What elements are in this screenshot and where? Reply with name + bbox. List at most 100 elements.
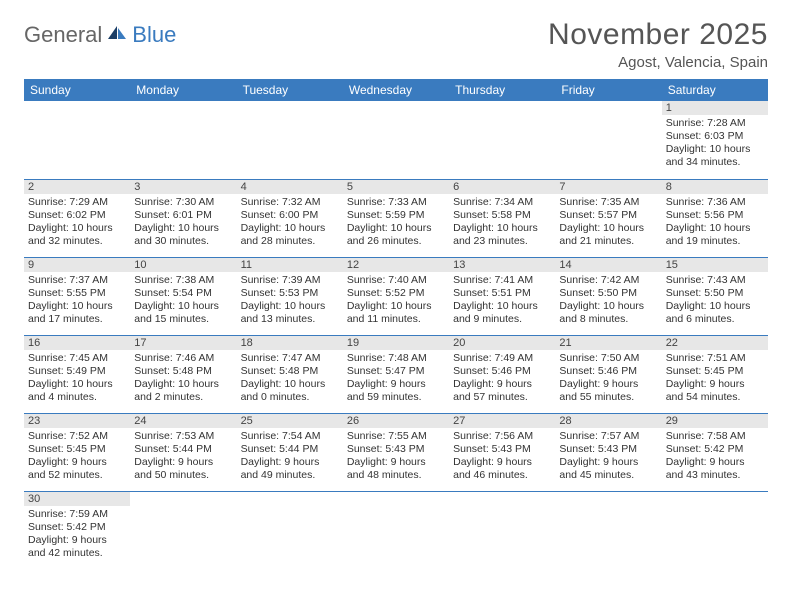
day-details: Sunrise: 7:56 AMSunset: 5:43 PMDaylight:… bbox=[449, 428, 555, 487]
day-details: Sunrise: 7:41 AMSunset: 5:51 PMDaylight:… bbox=[449, 272, 555, 331]
day-details: Sunrise: 7:36 AMSunset: 5:56 PMDaylight:… bbox=[662, 194, 768, 253]
day-details: Sunrise: 7:32 AMSunset: 6:00 PMDaylight:… bbox=[237, 194, 343, 253]
calendar-cell-empty bbox=[662, 491, 768, 569]
calendar-cell-empty bbox=[130, 491, 236, 569]
day-details: Sunrise: 7:50 AMSunset: 5:46 PMDaylight:… bbox=[555, 350, 661, 409]
day-number: 16 bbox=[24, 336, 130, 350]
day-number: 23 bbox=[24, 414, 130, 428]
calendar-row: 2Sunrise: 7:29 AMSunset: 6:02 PMDaylight… bbox=[24, 179, 768, 257]
calendar-cell: 27Sunrise: 7:56 AMSunset: 5:43 PMDayligh… bbox=[449, 413, 555, 491]
day-number: 10 bbox=[130, 258, 236, 272]
sail-icon bbox=[106, 22, 128, 48]
day-details: Sunrise: 7:52 AMSunset: 5:45 PMDaylight:… bbox=[24, 428, 130, 487]
day-number: 2 bbox=[24, 180, 130, 194]
calendar-cell-empty bbox=[24, 101, 130, 179]
day-number: 30 bbox=[24, 492, 130, 506]
day-details: Sunrise: 7:58 AMSunset: 5:42 PMDaylight:… bbox=[662, 428, 768, 487]
day-number: 21 bbox=[555, 336, 661, 350]
calendar-cell-empty bbox=[449, 491, 555, 569]
day-details: Sunrise: 7:29 AMSunset: 6:02 PMDaylight:… bbox=[24, 194, 130, 253]
day-details: Sunrise: 7:42 AMSunset: 5:50 PMDaylight:… bbox=[555, 272, 661, 331]
weekday-header: Wednesday bbox=[343, 79, 449, 101]
day-details: Sunrise: 7:45 AMSunset: 5:49 PMDaylight:… bbox=[24, 350, 130, 409]
header: General Blue November 2025 Agost, Valenc… bbox=[24, 18, 768, 71]
title-block: November 2025 Agost, Valencia, Spain bbox=[548, 18, 768, 71]
day-number: 26 bbox=[343, 414, 449, 428]
calendar-cell: 17Sunrise: 7:46 AMSunset: 5:48 PMDayligh… bbox=[130, 335, 236, 413]
day-number: 3 bbox=[130, 180, 236, 194]
logo-text-blue: Blue bbox=[132, 22, 176, 48]
day-number: 24 bbox=[130, 414, 236, 428]
calendar-body: 1Sunrise: 7:28 AMSunset: 6:03 PMDaylight… bbox=[24, 101, 768, 569]
calendar-cell: 14Sunrise: 7:42 AMSunset: 5:50 PMDayligh… bbox=[555, 257, 661, 335]
day-number: 11 bbox=[237, 258, 343, 272]
calendar-cell: 26Sunrise: 7:55 AMSunset: 5:43 PMDayligh… bbox=[343, 413, 449, 491]
day-number: 13 bbox=[449, 258, 555, 272]
calendar-cell: 3Sunrise: 7:30 AMSunset: 6:01 PMDaylight… bbox=[130, 179, 236, 257]
day-details: Sunrise: 7:46 AMSunset: 5:48 PMDaylight:… bbox=[130, 350, 236, 409]
calendar-cell: 29Sunrise: 7:58 AMSunset: 5:42 PMDayligh… bbox=[662, 413, 768, 491]
day-details: Sunrise: 7:30 AMSunset: 6:01 PMDaylight:… bbox=[130, 194, 236, 253]
day-number: 1 bbox=[662, 101, 768, 115]
day-details: Sunrise: 7:59 AMSunset: 5:42 PMDaylight:… bbox=[24, 506, 130, 565]
day-details: Sunrise: 7:53 AMSunset: 5:44 PMDaylight:… bbox=[130, 428, 236, 487]
calendar-cell: 11Sunrise: 7:39 AMSunset: 5:53 PMDayligh… bbox=[237, 257, 343, 335]
calendar-row: 16Sunrise: 7:45 AMSunset: 5:49 PMDayligh… bbox=[24, 335, 768, 413]
calendar-cell: 30Sunrise: 7:59 AMSunset: 5:42 PMDayligh… bbox=[24, 491, 130, 569]
day-details: Sunrise: 7:40 AMSunset: 5:52 PMDaylight:… bbox=[343, 272, 449, 331]
weekday-header: Tuesday bbox=[237, 79, 343, 101]
calendar-cell: 1Sunrise: 7:28 AMSunset: 6:03 PMDaylight… bbox=[662, 101, 768, 179]
logo: General Blue bbox=[24, 18, 176, 48]
weekday-header: Friday bbox=[555, 79, 661, 101]
calendar-cell: 9Sunrise: 7:37 AMSunset: 5:55 PMDaylight… bbox=[24, 257, 130, 335]
calendar-cell-empty bbox=[130, 101, 236, 179]
day-details: Sunrise: 7:33 AMSunset: 5:59 PMDaylight:… bbox=[343, 194, 449, 253]
day-number: 18 bbox=[237, 336, 343, 350]
calendar-table: SundayMondayTuesdayWednesdayThursdayFrid… bbox=[24, 79, 768, 569]
calendar-cell: 12Sunrise: 7:40 AMSunset: 5:52 PMDayligh… bbox=[343, 257, 449, 335]
weekday-header: Thursday bbox=[449, 79, 555, 101]
day-details: Sunrise: 7:28 AMSunset: 6:03 PMDaylight:… bbox=[662, 115, 768, 174]
calendar-cell-empty bbox=[449, 101, 555, 179]
calendar-cell: 16Sunrise: 7:45 AMSunset: 5:49 PMDayligh… bbox=[24, 335, 130, 413]
day-number: 25 bbox=[237, 414, 343, 428]
day-number: 12 bbox=[343, 258, 449, 272]
day-details: Sunrise: 7:48 AMSunset: 5:47 PMDaylight:… bbox=[343, 350, 449, 409]
calendar-cell: 10Sunrise: 7:38 AMSunset: 5:54 PMDayligh… bbox=[130, 257, 236, 335]
day-number: 20 bbox=[449, 336, 555, 350]
calendar-cell: 15Sunrise: 7:43 AMSunset: 5:50 PMDayligh… bbox=[662, 257, 768, 335]
day-details: Sunrise: 7:51 AMSunset: 5:45 PMDaylight:… bbox=[662, 350, 768, 409]
day-number: 6 bbox=[449, 180, 555, 194]
day-details: Sunrise: 7:54 AMSunset: 5:44 PMDaylight:… bbox=[237, 428, 343, 487]
calendar-row: 9Sunrise: 7:37 AMSunset: 5:55 PMDaylight… bbox=[24, 257, 768, 335]
day-details: Sunrise: 7:34 AMSunset: 5:58 PMDaylight:… bbox=[449, 194, 555, 253]
day-number: 28 bbox=[555, 414, 661, 428]
day-details: Sunrise: 7:49 AMSunset: 5:46 PMDaylight:… bbox=[449, 350, 555, 409]
day-details: Sunrise: 7:57 AMSunset: 5:43 PMDaylight:… bbox=[555, 428, 661, 487]
day-details: Sunrise: 7:35 AMSunset: 5:57 PMDaylight:… bbox=[555, 194, 661, 253]
day-number: 15 bbox=[662, 258, 768, 272]
day-number: 19 bbox=[343, 336, 449, 350]
day-number: 27 bbox=[449, 414, 555, 428]
day-number: 5 bbox=[343, 180, 449, 194]
calendar-row: 23Sunrise: 7:52 AMSunset: 5:45 PMDayligh… bbox=[24, 413, 768, 491]
day-number: 14 bbox=[555, 258, 661, 272]
location-text: Agost, Valencia, Spain bbox=[548, 54, 768, 71]
day-details: Sunrise: 7:55 AMSunset: 5:43 PMDaylight:… bbox=[343, 428, 449, 487]
day-number: 4 bbox=[237, 180, 343, 194]
calendar-cell: 2Sunrise: 7:29 AMSunset: 6:02 PMDaylight… bbox=[24, 179, 130, 257]
calendar-cell-empty bbox=[237, 491, 343, 569]
calendar-cell: 13Sunrise: 7:41 AMSunset: 5:51 PMDayligh… bbox=[449, 257, 555, 335]
weekday-header: Monday bbox=[130, 79, 236, 101]
calendar-cell: 28Sunrise: 7:57 AMSunset: 5:43 PMDayligh… bbox=[555, 413, 661, 491]
calendar-cell-empty bbox=[555, 491, 661, 569]
calendar-cell: 5Sunrise: 7:33 AMSunset: 5:59 PMDaylight… bbox=[343, 179, 449, 257]
day-details: Sunrise: 7:38 AMSunset: 5:54 PMDaylight:… bbox=[130, 272, 236, 331]
calendar-cell: 18Sunrise: 7:47 AMSunset: 5:48 PMDayligh… bbox=[237, 335, 343, 413]
day-details: Sunrise: 7:39 AMSunset: 5:53 PMDaylight:… bbox=[237, 272, 343, 331]
calendar-row: 30Sunrise: 7:59 AMSunset: 5:42 PMDayligh… bbox=[24, 491, 768, 569]
day-details: Sunrise: 7:47 AMSunset: 5:48 PMDaylight:… bbox=[237, 350, 343, 409]
calendar-cell: 21Sunrise: 7:50 AMSunset: 5:46 PMDayligh… bbox=[555, 335, 661, 413]
calendar-cell: 25Sunrise: 7:54 AMSunset: 5:44 PMDayligh… bbox=[237, 413, 343, 491]
day-details: Sunrise: 7:37 AMSunset: 5:55 PMDaylight:… bbox=[24, 272, 130, 331]
